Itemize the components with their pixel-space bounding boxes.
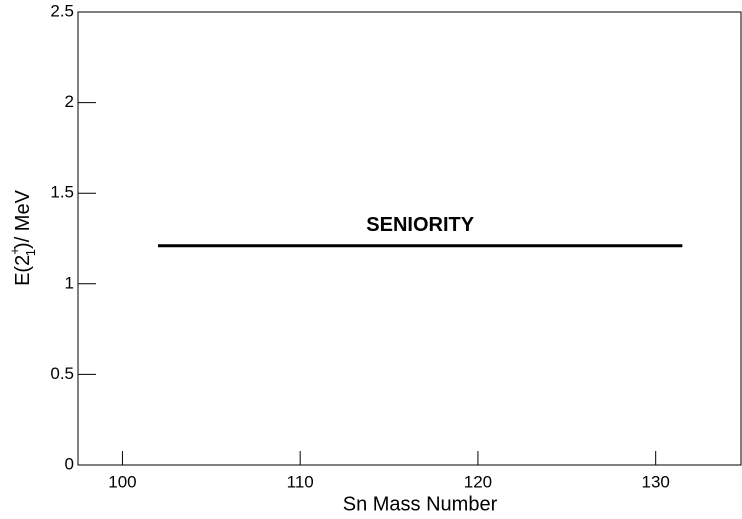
x-tick-label: 120: [464, 472, 492, 491]
y-axis-title: E(2+1)/ MeV: [7, 189, 38, 286]
y-title-main: E(2: [12, 255, 34, 286]
x-axis-title: Sn Mass Number: [343, 493, 498, 515]
y-title-sup: +: [7, 247, 22, 255]
y-tick-label: 0: [65, 454, 74, 473]
x-tick-label: 110: [287, 472, 314, 491]
y-title-sub: 1: [23, 249, 38, 256]
y-tick-label: 1.5: [50, 183, 74, 202]
y-tick-label: 2: [65, 92, 74, 111]
x-tick-label: 130: [641, 472, 669, 491]
y-tick-label: 0.5: [50, 364, 74, 383]
x-tick-label: 100: [108, 472, 136, 491]
y-tick-label: 1: [65, 273, 74, 292]
plot-frame: [77, 11, 742, 466]
y-tick-label: 2.5: [50, 1, 74, 20]
y-title-rest: )/ MeV: [12, 189, 34, 249]
annotation: SENIORITY: [366, 214, 474, 236]
